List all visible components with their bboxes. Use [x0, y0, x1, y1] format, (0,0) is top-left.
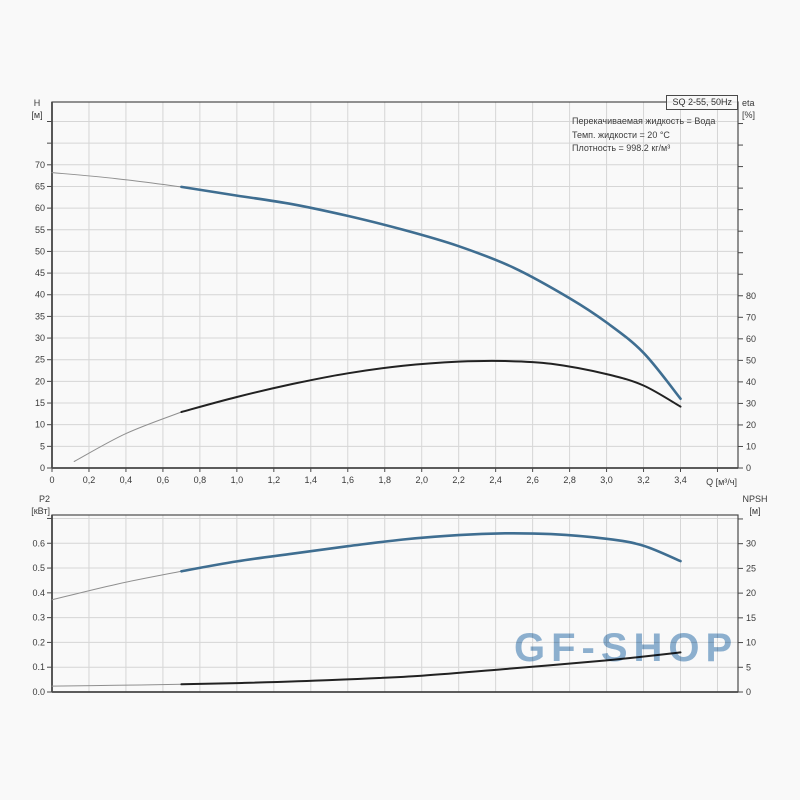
left-tick-label: 45 [35, 268, 45, 278]
left-tick-label: 0.2 [32, 637, 45, 647]
x-tick-label: 0,8 [194, 475, 207, 485]
left-tick-label: 25 [35, 355, 45, 365]
x-tick-label: 0 [49, 475, 54, 485]
p2-axis-unit: [кВт] [31, 505, 50, 516]
right-tick-group: 0 10 20 30 40 50 60 70 80 [738, 123, 756, 473]
right-tick-label: 40 [746, 377, 756, 387]
q-axis-title: Q [м³/ч] [706, 477, 737, 487]
right-tick-label: 0 [746, 463, 751, 473]
left-tick-label: 40 [35, 290, 45, 300]
npsh-axis-unit: [м] [749, 505, 761, 516]
right-tick-label: 25 [746, 563, 756, 573]
x-tick-label: 1,0 [231, 475, 244, 485]
right-tick-label: 70 [746, 312, 756, 322]
eta-axis-title: eta [%] [742, 98, 755, 121]
pump-model-box: SQ 2-55, 50Hz [666, 95, 738, 110]
left-tick-label: 20 [35, 376, 45, 386]
eta-axis-unit: [%] [742, 109, 756, 120]
fluid-info-line-1: Перекачиваемая жидкость = Вода [572, 116, 716, 126]
left-tick-label: 0.6 [32, 538, 45, 548]
x-tick-label: 1,8 [378, 475, 391, 485]
x-tick-label: 2,4 [489, 475, 502, 485]
x-tick-group: 0 0,2 0,4 0,6 0,8 1,0 1,2 1,4 1,6 1,8 2,0 2,2 2,4 2,6… [49, 468, 718, 485]
right-tick-label: 10 [746, 441, 756, 451]
P2-curve [180, 531, 682, 573]
left-tick-label: 55 [35, 225, 45, 235]
fluid-info-line-2: Темп. жидкости = 20 °C [572, 129, 670, 140]
right-tick-label: 60 [746, 334, 756, 344]
right-tick-label: 15 [746, 613, 756, 623]
left-tick-group: 0.0 0.1 0.2 0.3 0.4 0.5 0.6 [32, 517, 52, 697]
x-tick-label: 3,4 [674, 475, 687, 485]
x-tick-label: 2,0 [415, 475, 428, 485]
right-tick-label: 50 [746, 355, 756, 365]
right-tick-label: 20 [746, 588, 756, 598]
plot-border [51, 101, 739, 469]
right-tick-label: 20 [746, 420, 756, 430]
gridlines [52, 102, 738, 468]
left-tick-label: 0.1 [32, 662, 45, 672]
x-tick-label: 2,2 [452, 475, 465, 485]
left-tick-label: 0.5 [32, 563, 45, 573]
p2-axis-name: P2 [38, 494, 50, 504]
left-tick-label: 65 [35, 181, 45, 191]
x-tick-label: 0,6 [157, 475, 170, 485]
right-tick-label: 5 [746, 662, 751, 672]
NPSH-curve-thin [51, 683, 182, 687]
left-tick-label: 50 [35, 246, 45, 256]
left-tick-label: 30 [35, 333, 45, 343]
x-tick-label: 2,8 [563, 475, 576, 485]
left-tick-label: 15 [35, 398, 45, 408]
left-tick-label: 5 [40, 441, 45, 451]
x-tick-label: 3,0 [600, 475, 613, 485]
eta-curve-thin [73, 411, 182, 462]
left-tick-label: 60 [35, 203, 45, 213]
power-npsh-chart: 0.0 0.1 0.2 0.3 0.4 0.5 0.6 0 5 10 15 20 25 30 [32, 514, 756, 697]
x-tick-label: 0,2 [83, 475, 96, 485]
p2-axis-title: P2 [кВт] [14, 494, 50, 517]
left-tick-label: 35 [35, 311, 45, 321]
left-tick-label: 0.0 [32, 687, 45, 697]
left-tick-label: 0.3 [32, 613, 45, 623]
eta-curve [180, 359, 682, 413]
x-tick-label: 1,2 [268, 475, 281, 485]
right-tick-label: 0 [746, 687, 751, 697]
right-tick-label: 10 [746, 638, 756, 648]
P2-curve-thin [51, 570, 182, 601]
left-tick-label: 0.4 [32, 588, 45, 598]
x-tick-label: 1,4 [305, 475, 318, 485]
H-curve [180, 185, 682, 400]
fluid-info-line-3: Плотность = 998.2 кг/м³ [572, 143, 671, 153]
left-tick-group: 0 5 10 15 20 25 30 35 40 45 50 55 60 65 70 [35, 120, 52, 473]
h-axis-unit: [м] [31, 109, 43, 120]
npsh-axis-name: NPSH [742, 494, 768, 504]
left-tick-label: 70 [35, 160, 45, 170]
left-tick-label: 0 [40, 463, 45, 473]
NPSH-curve [180, 651, 682, 686]
x-tick-label: 0,4 [120, 475, 133, 485]
x-tick-label: 3,2 [637, 475, 650, 485]
h-axis-name: H [33, 98, 41, 108]
left-tick-label: 10 [35, 420, 45, 430]
right-tick-group: 0 5 10 15 20 25 30 [738, 518, 756, 697]
h-axis-title: H [м] [26, 98, 48, 121]
H-curve-thin [51, 172, 182, 188]
head-efficiency-chart: 0 5 10 15 20 25 30 35 40 45 50 55 60 65 70 0 10 20 30 40 50 6… [35, 101, 756, 485]
x-tick-label: 2,6 [526, 475, 539, 485]
fluid-info: Перекачиваемая жидкость = Вода Темп. жид… [572, 115, 715, 156]
npsh-axis-title: NPSH [м] [739, 494, 771, 517]
right-tick-label: 30 [746, 398, 756, 408]
x-tick-label: 1,6 [342, 475, 355, 485]
right-tick-label: 30 [746, 539, 756, 549]
right-tick-label: 80 [746, 291, 756, 301]
eta-axis-name: eta [742, 98, 755, 108]
